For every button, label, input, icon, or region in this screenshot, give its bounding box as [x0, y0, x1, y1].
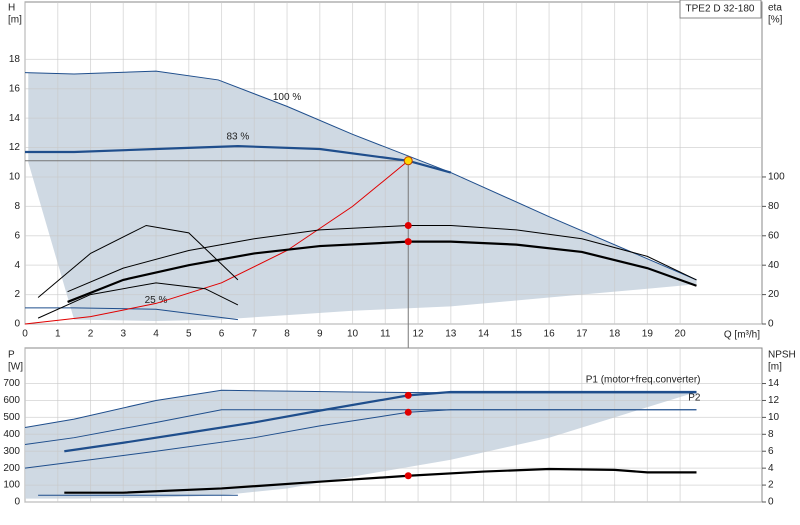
y-axis-label: P	[8, 350, 15, 361]
y-tick-label: 300	[3, 446, 20, 457]
x-tick-label: 7	[252, 329, 258, 340]
operating-point	[404, 391, 412, 399]
curve	[24, 409, 697, 445]
y2-tick-label: 0	[768, 319, 774, 330]
y2-tick-label: 2	[768, 480, 774, 491]
y-tick-label: 10	[9, 172, 21, 183]
y2-tick-label: 6	[768, 446, 774, 457]
x-tick-label: 5	[186, 329, 192, 340]
y-tick-label: 0	[14, 319, 20, 330]
operating-point	[404, 408, 412, 416]
y-tick-label: 12	[9, 142, 21, 153]
operating-point	[404, 221, 412, 229]
y2-tick-label: 60	[768, 230, 780, 241]
x-tick-label: 10	[347, 329, 359, 340]
curve	[24, 70, 697, 281]
y2-tick-label: 100	[768, 172, 785, 183]
y2-tick-label: 10	[768, 412, 780, 423]
x-axis-label: Q [m³/h]	[724, 330, 760, 341]
x-tick-label: 17	[576, 329, 588, 340]
y2-tick-label: 20	[768, 289, 780, 300]
curve	[25, 307, 238, 321]
y-tick-label: 6	[14, 230, 20, 241]
operating-area	[28, 71, 697, 322]
operating-point	[404, 472, 412, 480]
curve	[24, 409, 697, 469]
y2-tick-label: 8	[768, 429, 774, 440]
y2-tick-label: 0	[768, 497, 774, 508]
y2-axis-unit: [m]	[768, 362, 782, 373]
y-tick-label: 600	[3, 395, 20, 406]
y2-tick-label: 12	[768, 395, 780, 406]
y2-axis-label: NPSH	[768, 350, 796, 361]
curve	[37, 282, 239, 319]
y-axis-unit: [m]	[8, 15, 22, 26]
curve-label: P1 (motor+freq.converter)	[586, 375, 701, 386]
x-tick-label: 1	[55, 329, 61, 340]
curve	[64, 467, 697, 494]
y2-tick-label: 40	[768, 260, 780, 271]
curve-label: 100 %	[273, 92, 301, 103]
curve-label: P2	[688, 392, 701, 403]
y-tick-label: 4	[14, 260, 20, 271]
x-tick-label: 15	[511, 329, 523, 340]
y-tick-label: 16	[9, 83, 21, 94]
y-axis-label: H	[8, 3, 15, 14]
x-tick-label: 2	[88, 329, 94, 340]
x-tick-label: 19	[642, 329, 654, 340]
y-tick-label: 400	[3, 429, 20, 440]
x-tick-label: 8	[284, 329, 290, 340]
x-tick-label: 14	[478, 329, 490, 340]
duty-point	[403, 156, 413, 166]
y-tick-label: 2	[14, 289, 20, 300]
x-tick-label: 20	[675, 329, 687, 340]
curve	[24, 160, 409, 325]
title-box	[679, 0, 762, 19]
y-tick-label: 700	[3, 378, 20, 389]
y2-tick-label: 80	[768, 201, 780, 212]
curve	[37, 224, 239, 298]
y-axis-unit: [W]	[8, 362, 23, 373]
x-tick-label: 18	[609, 329, 621, 340]
y2-tick-label: 4	[768, 463, 774, 474]
x-tick-label: 16	[544, 329, 556, 340]
curve-label: 25 %	[145, 295, 168, 306]
chart-title: TPE2 D 32-180	[686, 4, 755, 15]
x-tick-label: 0	[22, 329, 28, 340]
x-tick-label: 4	[153, 329, 159, 340]
y-tick-label: 0	[14, 497, 20, 508]
curve-label: 83 %	[227, 132, 250, 143]
y-tick-label: 200	[3, 463, 20, 474]
curve	[64, 390, 697, 453]
y-tick-label: 500	[3, 412, 20, 423]
y2-axis-unit: [%]	[768, 15, 783, 26]
x-tick-label: 9	[317, 329, 323, 340]
x-tick-label: 6	[219, 329, 225, 340]
x-tick-label: 12	[413, 329, 425, 340]
x-tick-label: 11	[380, 329, 391, 340]
y2-tick-label: 14	[768, 378, 780, 389]
x-tick-label: 13	[445, 329, 457, 340]
operating-point	[404, 238, 412, 246]
y-tick-label: 14	[9, 113, 21, 124]
y-tick-label: 100	[3, 480, 20, 491]
y-tick-label: 8	[14, 201, 20, 212]
x-tick-label: 3	[120, 329, 126, 340]
y-tick-label: 18	[9, 54, 21, 65]
y2-axis-label: eta	[768, 3, 782, 14]
